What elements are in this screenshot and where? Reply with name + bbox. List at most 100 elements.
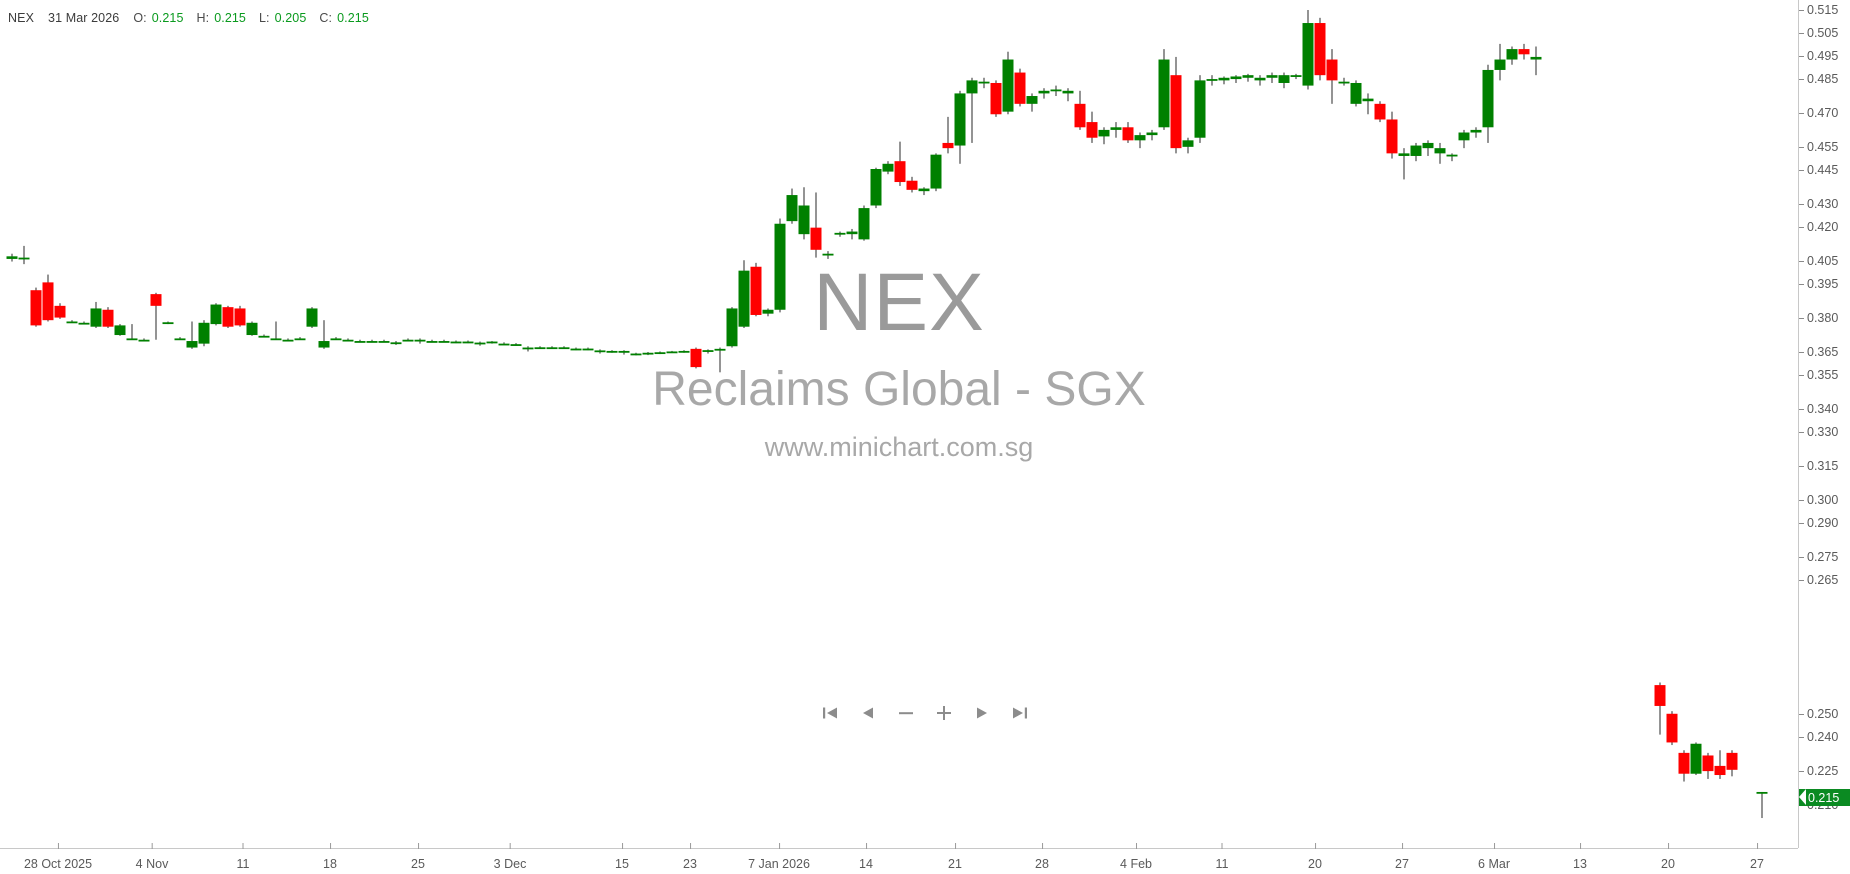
skip-end-icon	[1012, 706, 1028, 720]
zoom-in-button[interactable]	[930, 700, 958, 726]
time-axis[interactable]: 28 Oct 2025 4 Nov 11 18 25 3 Dec 15 23 7 Jan 202…	[0, 843, 1798, 874]
candlestick	[822, 251, 834, 259]
candlestick	[450, 340, 462, 344]
candlestick	[654, 351, 666, 355]
step-back-button[interactable]	[854, 700, 882, 726]
candle-body	[1410, 145, 1422, 156]
candle-body	[678, 350, 690, 353]
candle-body	[1470, 129, 1482, 133]
time-axis-tick: 20	[1308, 843, 1322, 871]
skip-to-start-button[interactable]	[816, 700, 844, 726]
tick-dash-icon	[1799, 55, 1804, 57]
candle-body	[978, 81, 990, 84]
price-axis-tick: 0.340	[1799, 402, 1838, 416]
candlestick	[714, 347, 726, 373]
price-axis-tick: 0.445	[1799, 163, 1838, 177]
time-axis-label: 28 Oct 2025	[23, 857, 93, 871]
candlestick	[738, 260, 750, 328]
time-axis-tick: 27	[1395, 843, 1409, 871]
candle-body	[918, 188, 930, 192]
price-axis-tick: 0.225	[1799, 764, 1838, 778]
candlestick	[198, 320, 210, 347]
price-axis-label: 0.495	[1807, 49, 1839, 63]
time-axis-label: 23	[683, 857, 697, 871]
candle-body	[186, 341, 198, 348]
current-price-value: 0.215	[1808, 790, 1840, 805]
candle-body	[378, 341, 390, 343]
candlestick	[498, 342, 510, 346]
time-axis-label: 6 Mar	[1478, 857, 1510, 871]
candlestick	[510, 343, 522, 346]
candlestick	[318, 320, 330, 349]
candle-body	[366, 341, 378, 343]
tick-dash-icon	[1799, 146, 1804, 148]
candlestick	[1362, 93, 1374, 115]
price-axis-label: 0.505	[1807, 26, 1839, 40]
candle-body	[1482, 69, 1494, 128]
candle-body	[1290, 75, 1302, 77]
time-axis-tick: 3 Dec	[493, 843, 527, 871]
price-axis-tick: 0.330	[1799, 425, 1838, 439]
candlestick	[798, 187, 810, 240]
candlestick	[1470, 127, 1482, 138]
candle-body	[138, 339, 150, 342]
candle-body	[966, 80, 978, 94]
price-axis-label: 0.430	[1807, 197, 1839, 211]
price-axis-tick: 0.515	[1799, 3, 1838, 17]
candlestick	[966, 77, 978, 143]
candle-body	[174, 338, 186, 341]
tick-dash-icon	[1799, 78, 1804, 80]
candle-body	[702, 350, 714, 352]
tick-dash-icon	[1799, 579, 1804, 581]
tick-mark-icon	[57, 843, 59, 849]
tick-dash-icon	[1799, 736, 1804, 738]
candle-body	[1098, 129, 1110, 137]
candle-body	[474, 342, 486, 345]
candlestick	[1338, 77, 1350, 86]
candlestick	[258, 334, 270, 338]
time-axis-tick: 13	[1573, 843, 1587, 871]
candlestick	[1518, 43, 1530, 60]
chart-nav-toolbar[interactable]	[816, 700, 1034, 726]
zoom-out-button[interactable]	[892, 700, 920, 726]
candlestick-plot-area[interactable]: NEX Reclaims Global - SGX www.minichart.…	[0, 0, 1798, 822]
candlestick	[1230, 75, 1242, 83]
price-axis-tick: 0.365	[1799, 345, 1838, 359]
candlestick	[366, 339, 378, 343]
tick-mark-icon	[1493, 843, 1495, 849]
candle-body	[486, 341, 498, 344]
minus-icon	[897, 706, 915, 720]
candle-body	[294, 338, 306, 341]
candle-body	[198, 322, 210, 344]
candle-body	[18, 257, 30, 260]
candle-body	[1230, 76, 1242, 80]
price-axis[interactable]: 0.515 0.505 0.495 0.485 0.470 0.455 0.445 0.430…	[1798, 0, 1850, 848]
candle-body	[282, 339, 294, 342]
candle-body	[1086, 122, 1098, 138]
open-value: 0.215	[151, 11, 184, 25]
candle-body	[582, 348, 594, 351]
price-axis-tick: 0.430	[1799, 197, 1838, 211]
candle-body	[546, 347, 558, 350]
candlestick	[1350, 80, 1362, 107]
tick-dash-icon	[1799, 260, 1804, 262]
candle-body	[1434, 148, 1446, 154]
price-axis-label: 0.355	[1807, 368, 1839, 382]
step-forward-button[interactable]	[968, 700, 996, 726]
candlestick	[486, 341, 498, 344]
price-axis-tick: 0.250	[1799, 707, 1838, 721]
high-label: H:	[196, 11, 210, 25]
candlestick	[42, 274, 54, 322]
candle-body	[438, 341, 450, 343]
price-axis-tick: 0.315	[1799, 459, 1838, 473]
candle-body	[1518, 49, 1530, 55]
candle-body	[1158, 59, 1170, 128]
candle-body	[90, 308, 102, 327]
skip-to-end-button[interactable]	[1006, 700, 1034, 726]
candlestick	[906, 176, 918, 193]
time-axis-label: 27	[1750, 857, 1764, 871]
time-axis-label: 3 Dec	[493, 857, 527, 871]
candle-body	[1014, 72, 1026, 104]
time-axis-label: 18	[323, 857, 337, 871]
candle-body	[306, 308, 318, 327]
